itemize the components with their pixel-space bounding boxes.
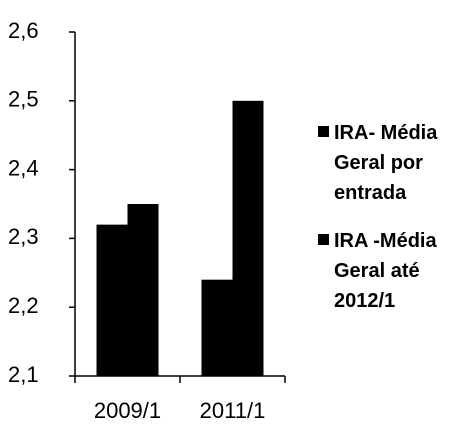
y-tick-label: 2,4 [8,155,39,180]
legend-item: IRA -Média Geral até 2012/1 [318,226,458,316]
x-tick-label: 2009/1 [94,398,161,423]
legend-label: IRA- Média Geral por entrada [334,122,438,204]
bar [127,204,159,376]
legend-swatch [318,126,329,137]
y-tick-label: 2,1 [8,362,39,387]
y-tick-label: 2,3 [8,224,39,249]
y-tick-label: 2,5 [8,87,39,112]
bar [96,224,128,376]
y-tick-label: 2,2 [8,293,39,318]
bar [232,100,264,377]
legend-item: IRA- Média Geral por entrada [318,118,458,208]
x-tick-label: 2011/1 [200,398,266,423]
bar [201,279,233,376]
y-tick-label: 2,6 [8,18,39,43]
legend: IRA- Média Geral por entrada IRA -Média G… [318,118,458,334]
legend-swatch [318,234,329,245]
legend-label: IRA -Média Geral até 2012/1 [334,230,437,312]
